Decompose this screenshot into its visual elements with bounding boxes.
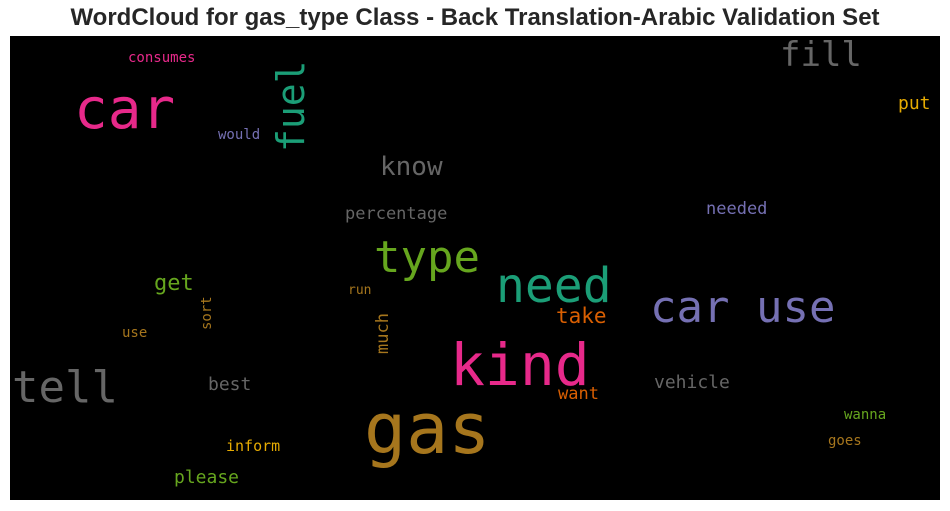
word-much: much: [373, 313, 393, 354]
word-car-use: car use: [650, 282, 836, 333]
word-run: run: [348, 283, 372, 298]
word-know: know: [380, 152, 443, 182]
word-use: use: [122, 325, 148, 341]
word-please: please: [174, 467, 240, 488]
word-wanna: wanna: [844, 407, 887, 423]
word-sort: sort: [199, 296, 215, 330]
word-fill: fill: [780, 36, 862, 75]
word-would: would: [218, 127, 261, 143]
word-gas: gas: [364, 388, 491, 470]
word-percentage: percentage: [345, 204, 448, 224]
word-kind: kind: [450, 331, 590, 399]
word-type: type: [374, 232, 480, 283]
word-need: need: [496, 258, 612, 314]
word-fuel: fuel: [269, 60, 313, 152]
word-best: best: [208, 374, 252, 395]
word-cloud: car consumes fuel fill put would know pe…: [10, 36, 940, 500]
word-take: take: [556, 304, 607, 328]
word-want: want: [558, 384, 599, 404]
word-tell: tell: [12, 362, 118, 413]
word-needed: needed: [706, 199, 768, 219]
chart-title: WordCloud for gas_type Class - Back Tran…: [70, 4, 880, 31]
word-inform: inform: [226, 437, 281, 455]
word-goes: goes: [828, 433, 862, 449]
word-get: get: [154, 271, 194, 296]
word-vehicle: vehicle: [654, 372, 730, 393]
word-put: put: [898, 93, 931, 114]
word-car: car: [74, 77, 176, 142]
word-consumes: consumes: [128, 50, 196, 66]
